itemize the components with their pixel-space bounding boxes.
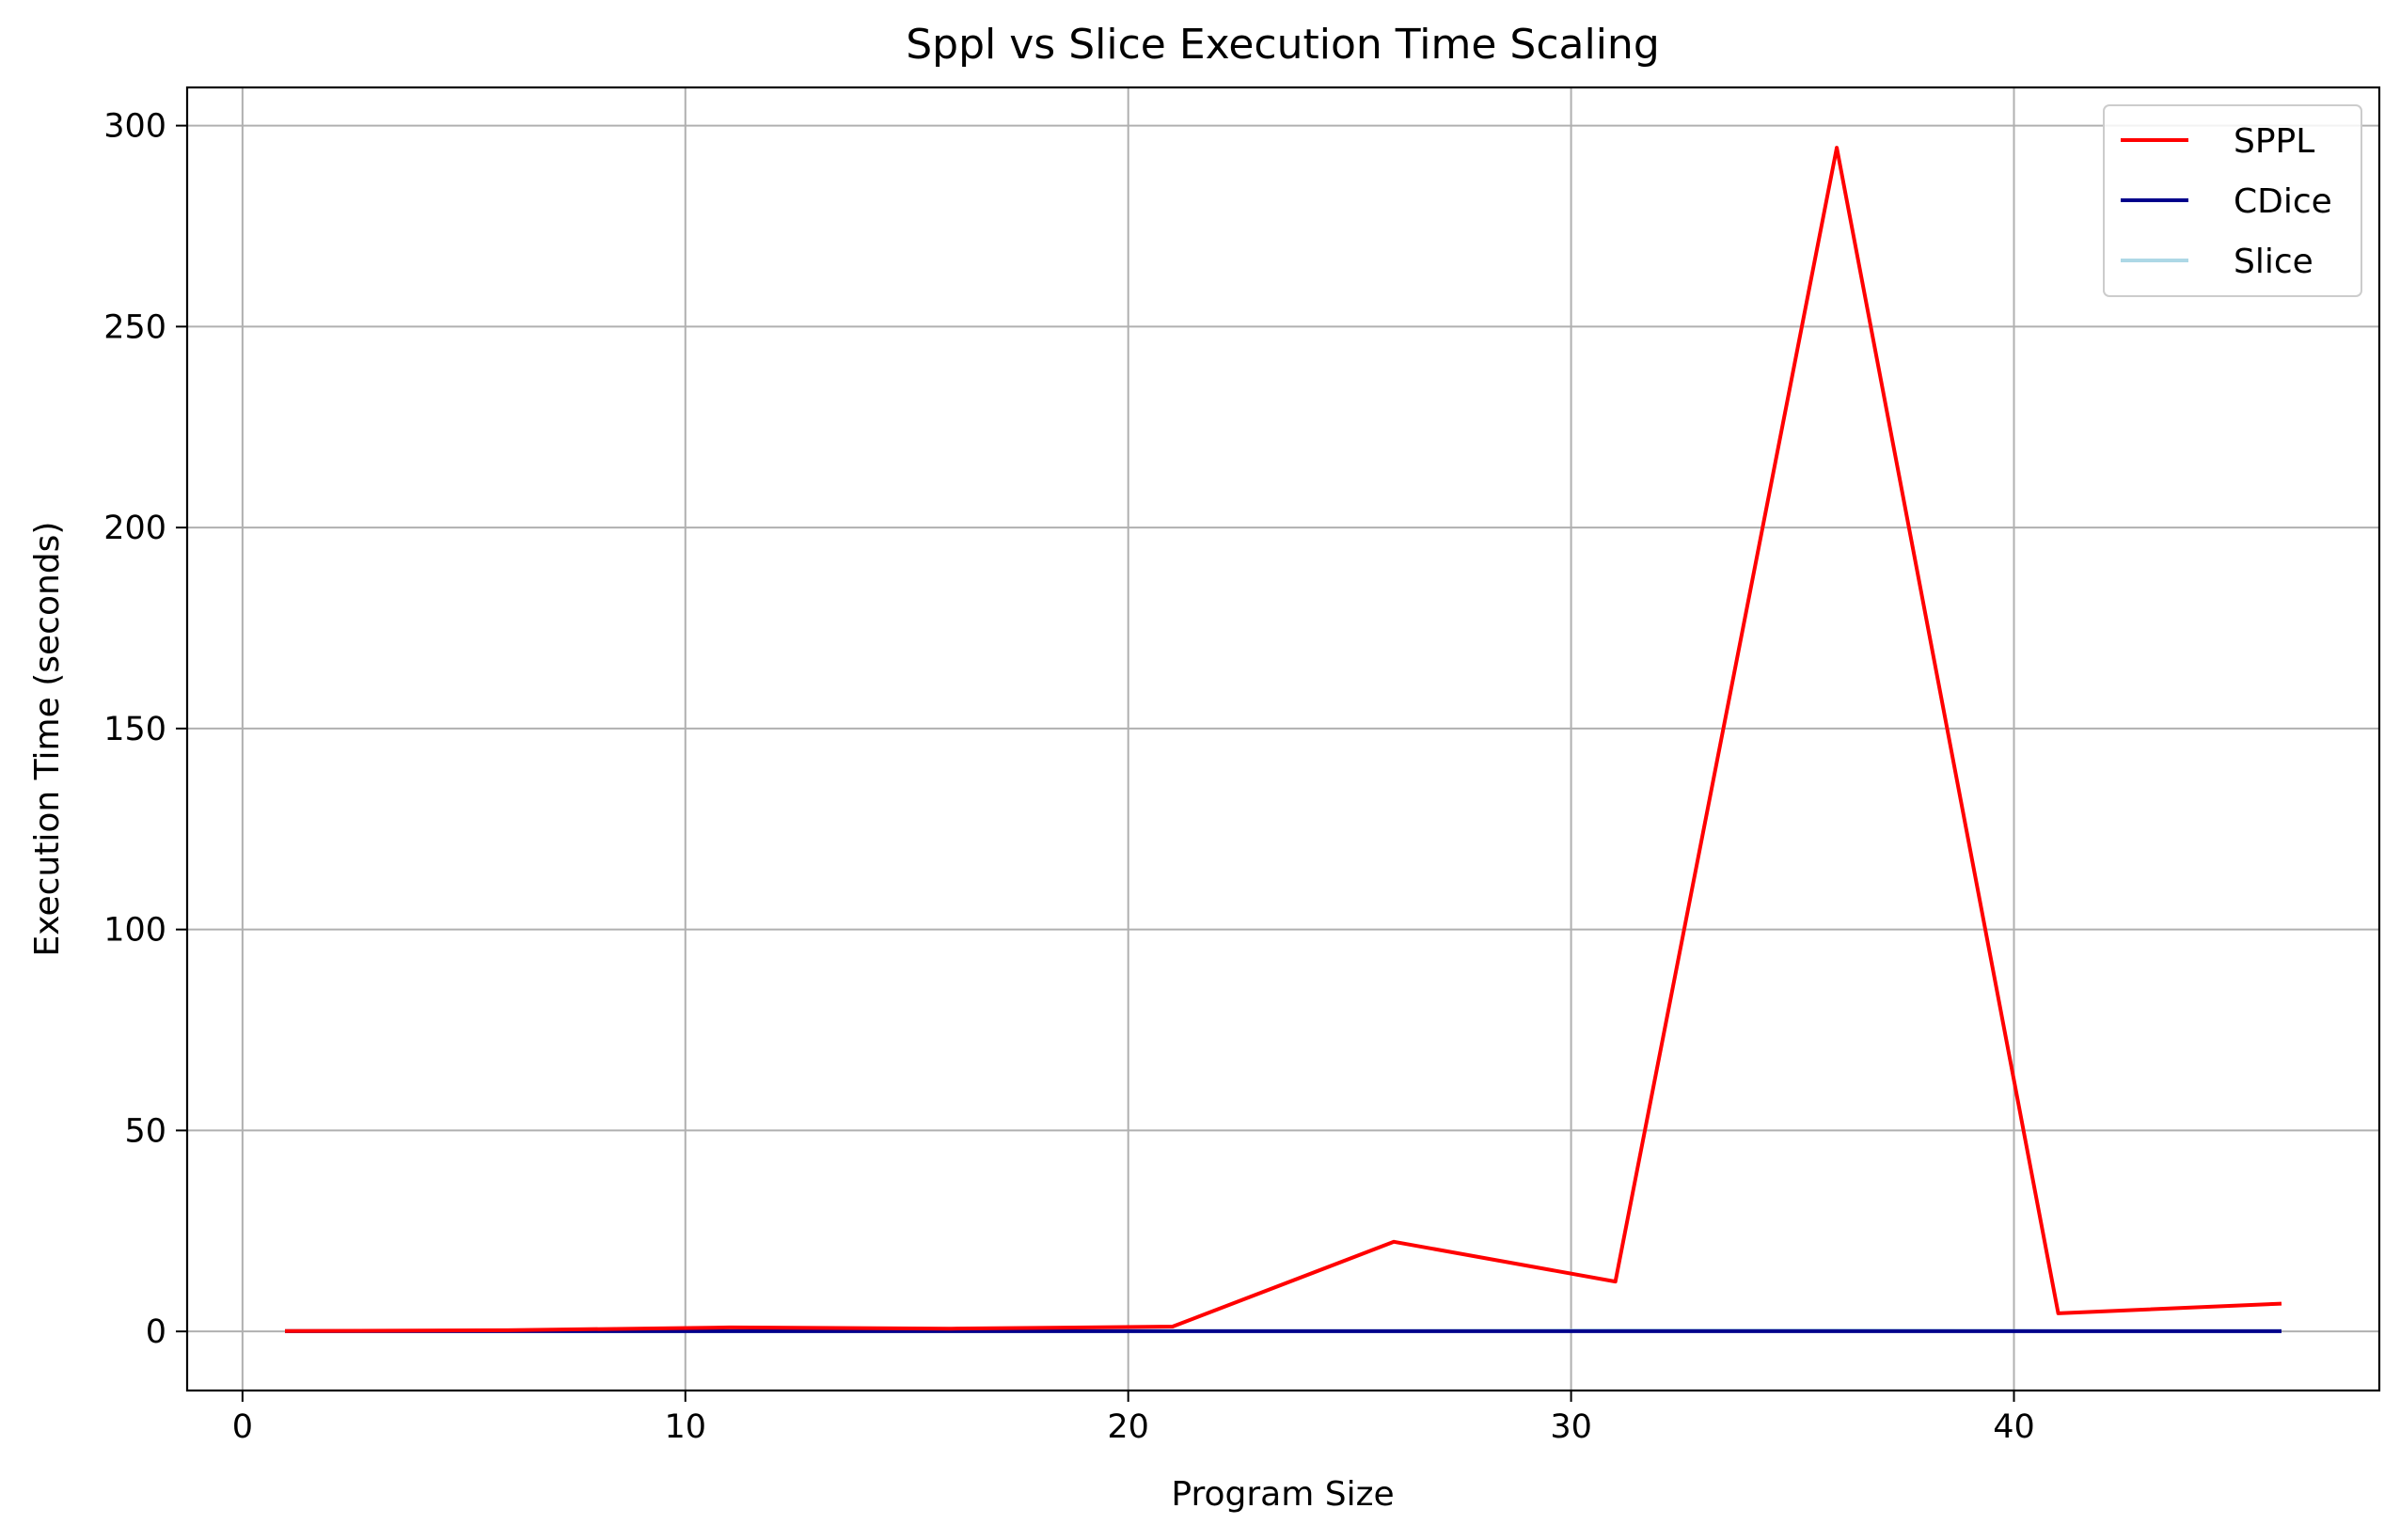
x-tick-label: 0 <box>232 1408 253 1446</box>
series-line-sppl <box>284 146 2282 1333</box>
series-lines <box>284 146 2282 1333</box>
y-tick-label: 250 <box>103 308 166 346</box>
y-tick-label: 200 <box>103 510 166 547</box>
y-tick-label: 50 <box>124 1112 166 1150</box>
legend-label-slice: Slice <box>2234 243 2313 281</box>
x-tick-label: 40 <box>1993 1408 2035 1446</box>
x-tick-label: 20 <box>1107 1408 1149 1446</box>
x-axis-label: Program Size <box>1171 1475 1394 1514</box>
y-tick-label: 150 <box>103 711 166 748</box>
legend-label-cdice: CDice <box>2234 182 2332 221</box>
legend: SPPL CDice Slice <box>2103 104 2362 297</box>
axis-ticks: 0 10 20 30 40 0 50 100 150 200 250 300 <box>103 108 2035 1446</box>
x-tick-label: 30 <box>1550 1408 1592 1446</box>
x-tick-label: 10 <box>664 1408 706 1446</box>
legend-box <box>2103 104 2362 297</box>
y-tick-label: 300 <box>103 108 166 146</box>
y-axis-label: Execution Time (seconds) <box>28 522 67 957</box>
plot-frame <box>185 86 2381 1392</box>
y-tick-label: 0 <box>146 1313 166 1351</box>
legend-label-sppl: SPPL <box>2234 122 2314 161</box>
y-tick-label: 100 <box>103 912 166 950</box>
chart-title: Sppl vs Slice Execution Time Scaling <box>906 21 1660 69</box>
